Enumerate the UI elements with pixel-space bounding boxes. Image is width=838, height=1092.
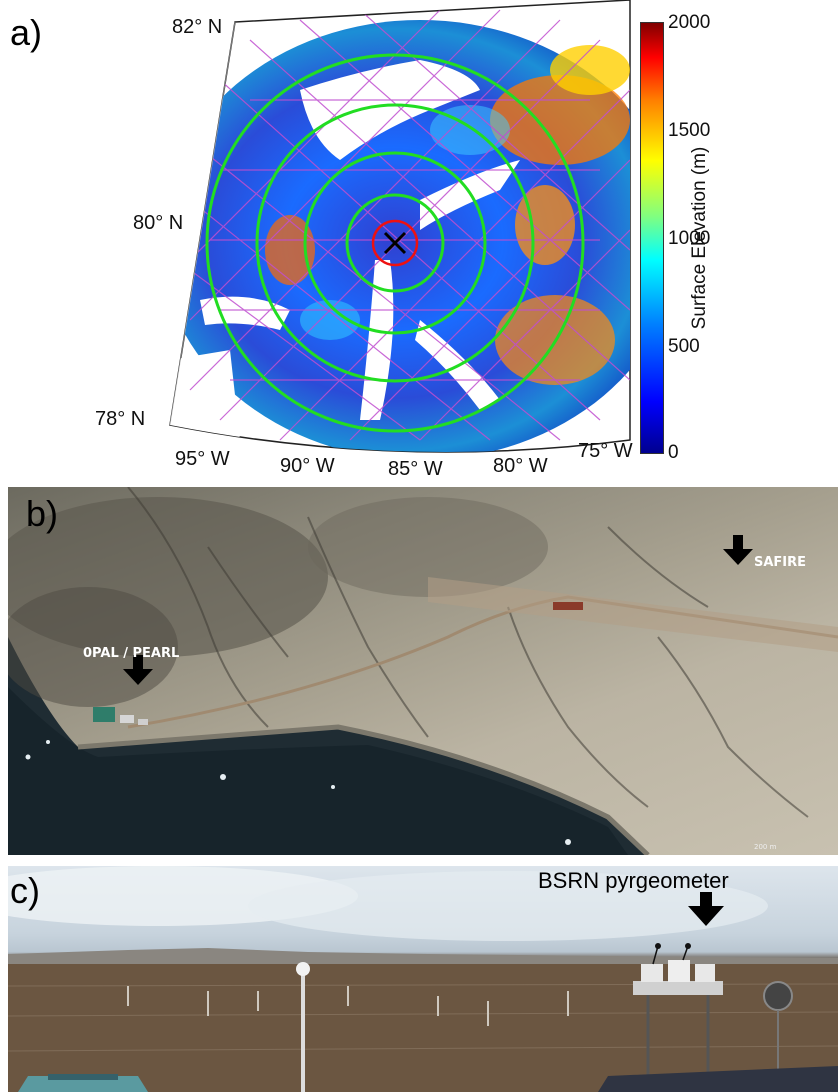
elevation-map [169,0,631,453]
colorbar-tick-1500: 1500 [668,120,711,141]
scale-bar-label: 200 m [754,843,777,851]
opal-pearl-annotation: 0PAL / PEARL [83,646,180,661]
elevation-colorbar [640,22,664,454]
safire-annotation: SAFIRE [754,555,807,570]
lon-label-90: 90° W [280,455,335,477]
panorama-photo-panel: c) BSRN pyrgeometer [8,866,838,1092]
panel-label-a: a) [10,12,43,53]
colorbar-tick-1000: 1000 [668,228,711,249]
lat-label-82: 82° N [172,16,223,38]
panorama-image [8,866,838,1092]
colorbar-title: Surface Elevation (m) [689,146,710,330]
lon-label-80: 80° W [493,455,548,477]
satellite-photo-panel: b) SAFIRE 0PAL / PEARL 200 m [8,487,838,855]
panel-label-c: c) [10,870,40,911]
colorbar-tick-0: 0 [668,442,679,463]
lon-label-95: 95° W [175,448,230,470]
elevation-map-panel: a) [0,0,838,480]
lat-label-78: 78° N [95,408,146,430]
panel-label-b: b) [26,493,59,534]
bsrn-pyrgeometer-annotation: BSRN pyrgeometer [538,868,729,893]
lat-label-80: 80° N [133,212,184,234]
lon-label-75: 75° W [578,440,633,462]
colorbar-tick-500: 500 [668,336,700,357]
lon-label-85: 85° W [388,458,443,480]
colorbar-tick-2000: 2000 [668,12,711,33]
satellite-image [8,487,838,855]
